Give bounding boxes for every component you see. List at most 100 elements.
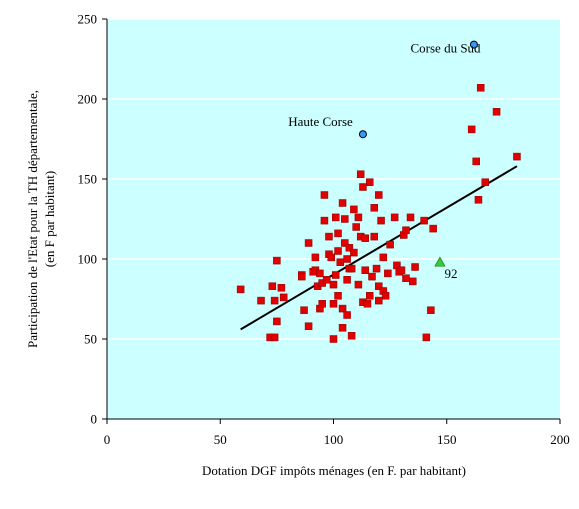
x-tick-label: 150 — [437, 432, 457, 447]
data-point-square — [513, 152, 521, 161]
data-point-square — [422, 333, 431, 342]
data-point-square — [341, 215, 349, 223]
data-point-square — [481, 178, 490, 186]
data-point-square — [273, 317, 281, 326]
annotation-label: Corse du Sud — [411, 41, 482, 56]
y-tick-label: 0 — [91, 412, 98, 427]
data-point-square — [341, 239, 349, 247]
data-point-square — [268, 282, 277, 290]
data-point-square — [359, 183, 367, 191]
data-point-square — [474, 196, 483, 204]
x-tick-label: 50 — [214, 432, 227, 447]
y-tick-label: 250 — [78, 12, 98, 27]
data-point-square — [304, 322, 313, 330]
data-point-square — [320, 191, 329, 199]
data-point-square — [270, 333, 279, 342]
data-point-square — [375, 282, 383, 290]
data-point-square — [472, 157, 480, 166]
data-point-square — [277, 284, 286, 292]
data-point-square — [356, 170, 365, 178]
data-point-square — [298, 272, 306, 281]
data-point-square — [347, 332, 356, 340]
data-point-square — [370, 204, 379, 212]
y-tick-label: 100 — [78, 252, 98, 267]
data-point-square — [334, 247, 342, 255]
data-point-square — [492, 108, 501, 116]
data-point-square — [350, 205, 358, 214]
data-point-square — [343, 255, 351, 263]
data-point-square — [300, 306, 308, 314]
data-point-triangle — [434, 256, 446, 267]
data-point-square — [420, 216, 428, 225]
data-point-square — [429, 224, 437, 233]
data-point-square — [363, 300, 372, 308]
data-point-circle — [469, 40, 478, 49]
data-point-square — [273, 256, 281, 265]
data-point-square — [270, 296, 279, 305]
y-axis-title-line-1: Participation de l'Etat pour la TH dépar… — [25, 90, 40, 348]
data-point-square — [322, 276, 331, 284]
trendline-group — [240, 165, 518, 331]
x-tick-label: 100 — [324, 432, 344, 447]
data-points — [236, 40, 521, 343]
data-point-square — [354, 280, 363, 289]
y-tick-label: 50 — [84, 332, 97, 347]
data-point-square — [345, 244, 354, 252]
trendline — [240, 165, 518, 331]
data-point-square — [375, 191, 383, 199]
data-point-square — [402, 274, 410, 282]
data-point-square — [354, 213, 363, 222]
data-point-square — [329, 280, 338, 289]
data-point-square — [336, 258, 345, 266]
data-point-square — [386, 240, 394, 249]
x-axis-title: Dotation DGF impôts ménages (en F. par h… — [202, 463, 466, 478]
data-point-square — [368, 272, 376, 281]
x-tick-label: 0 — [104, 432, 111, 447]
data-point-square — [372, 264, 381, 273]
data-point-square — [390, 213, 399, 222]
data-point-square — [318, 300, 326, 308]
ticks: 0 50 100 150 200 250 0 50 100 150 200 — [78, 12, 570, 448]
data-point-square — [381, 292, 390, 300]
data-point-square — [329, 335, 338, 343]
data-point-square — [427, 306, 435, 314]
data-point-square — [332, 271, 340, 279]
data-point-square — [334, 229, 342, 238]
data-point-square — [329, 300, 338, 308]
data-point-square — [304, 239, 313, 247]
data-point-square — [279, 293, 288, 302]
data-point-square — [327, 253, 335, 262]
data-point-square — [375, 296, 383, 305]
data-point-square — [325, 232, 333, 241]
data-point-square — [406, 213, 415, 222]
data-point-square — [311, 253, 320, 262]
annotation-label: 92 — [444, 266, 457, 281]
data-point-square — [402, 226, 410, 234]
data-point-square — [377, 216, 385, 225]
data-point-square — [384, 269, 392, 278]
annotation-label: Haute Corse — [288, 114, 353, 129]
data-point-circle — [358, 130, 367, 139]
data-point-square — [467, 125, 476, 134]
data-point-square — [236, 285, 245, 294]
data-point-square — [343, 311, 351, 319]
data-point-square — [409, 277, 417, 286]
data-point-square — [316, 269, 324, 278]
data-point-square — [334, 292, 342, 300]
data-point-square — [347, 264, 356, 273]
data-point-square — [320, 216, 329, 225]
data-point-square — [338, 324, 347, 332]
data-point-square — [365, 292, 374, 300]
data-point-square — [343, 276, 351, 284]
y-axis-title-line-2: (en F par habitant) — [42, 171, 57, 267]
y-tick-label: 200 — [78, 92, 98, 107]
data-point-square — [365, 178, 374, 186]
data-point-square — [361, 234, 369, 242]
data-point-square — [361, 266, 369, 274]
data-point-square — [350, 248, 358, 257]
data-point-square — [332, 213, 340, 222]
data-point-square — [411, 263, 419, 271]
data-point-square — [476, 84, 485, 92]
